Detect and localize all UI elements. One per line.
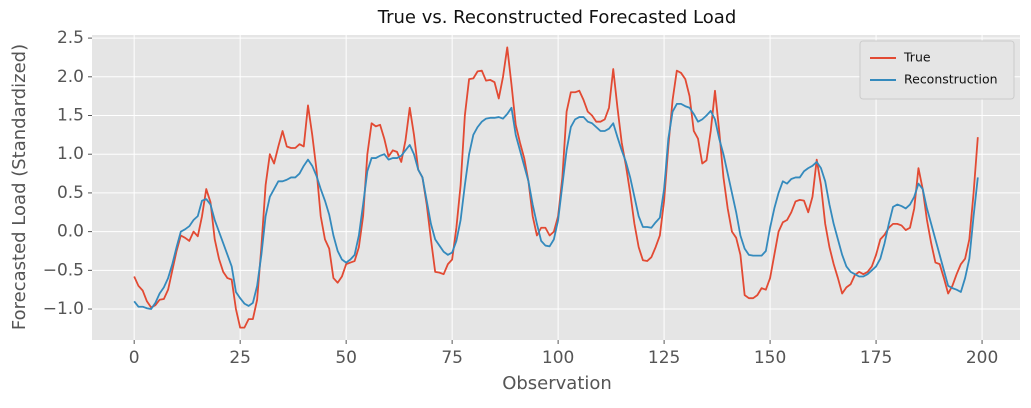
x-tick-label: 50 bbox=[335, 348, 357, 368]
x-tick-label: 100 bbox=[542, 348, 574, 368]
x-tick-label: 25 bbox=[229, 348, 251, 368]
series-line bbox=[133, 102, 979, 310]
y-tick-label: 2.0 bbox=[57, 67, 84, 87]
y-axis-label: Forecasted Load (Standardized) bbox=[9, 44, 30, 330]
y-tick-label: −1.0 bbox=[43, 299, 84, 319]
legend-label: Reconstruction bbox=[904, 72, 998, 87]
x-tick-label: 0 bbox=[129, 348, 140, 368]
y-tick-label: −0.5 bbox=[43, 260, 84, 280]
x-axis-label: Observation bbox=[502, 373, 612, 394]
chart-title: True vs. Reconstructed Forecasted Load bbox=[377, 7, 737, 28]
y-tick-label: 0.5 bbox=[57, 183, 84, 203]
x-tick-label: 75 bbox=[441, 348, 463, 368]
legend-box bbox=[859, 40, 1015, 100]
y-tick-label: 1.5 bbox=[57, 106, 84, 126]
x-tick-label: 125 bbox=[648, 348, 680, 368]
x-tick-label: 175 bbox=[860, 348, 892, 368]
y-tick-label: 2.5 bbox=[57, 28, 84, 48]
series-line bbox=[133, 46, 979, 329]
y-tick-label: 0.0 bbox=[57, 222, 84, 242]
x-tick-label: 200 bbox=[966, 348, 998, 368]
x-tick-label: 150 bbox=[754, 348, 786, 368]
y-tick-label: 1.0 bbox=[57, 144, 84, 164]
legend-label: True bbox=[903, 50, 931, 65]
